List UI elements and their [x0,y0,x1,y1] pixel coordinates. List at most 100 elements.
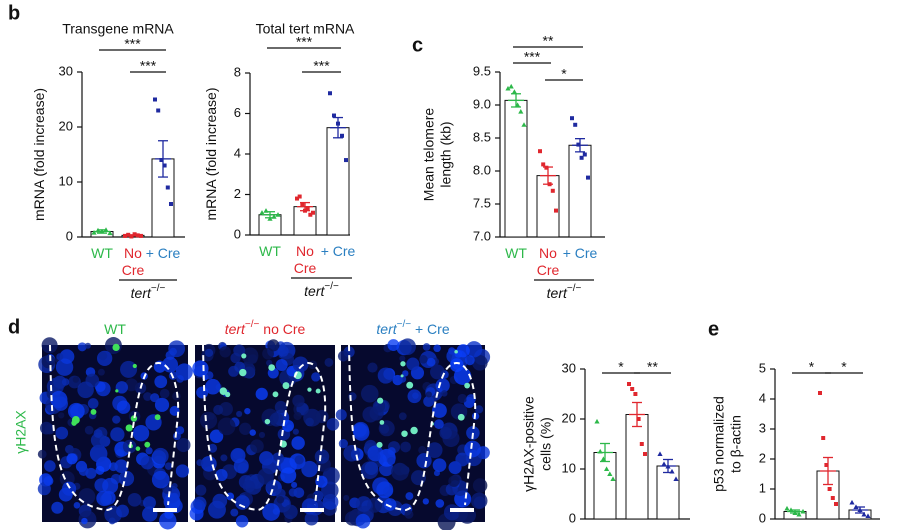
x-tick-label: WT [259,243,281,259]
nucleus [51,501,64,514]
nucleus [435,499,445,508]
nucleus [93,428,103,438]
data-point [834,502,838,506]
significance-label: ** [647,359,658,375]
nucleus [282,419,295,432]
panel-letter: e [708,318,719,340]
signal [400,361,406,367]
nucleus [233,344,246,357]
nucleus [466,394,476,404]
signal [457,413,465,421]
data-point [308,212,313,217]
nucleus [193,496,207,511]
y-tick-label: 8.0 [473,162,491,177]
data-point [544,165,549,170]
nucleus [425,391,432,398]
data-point [156,108,161,113]
y-tick-label: 1 [759,480,766,495]
nucleus [226,492,235,501]
nucleus [315,409,329,424]
nucleus [360,384,379,403]
nucleus [220,454,228,462]
y-axis-label: γH2AX-positivecells (%) [520,396,553,492]
nucleus [213,404,224,415]
x-tick-label: + Cre [321,243,356,259]
nucleus [84,342,91,349]
stain-label: γH2AX [13,410,29,454]
image-label-italic: tert [376,321,397,337]
data-point [627,382,631,386]
data-point [538,149,542,154]
data-point [159,158,164,162]
nucleus [367,362,378,373]
nucleus [430,364,445,380]
nucleus [204,348,214,358]
nucleus [355,513,371,529]
signal [71,416,80,424]
signal [379,420,385,425]
data-point [311,210,315,215]
data-point [639,442,644,446]
x-tick-label: + Cre [563,245,598,261]
nucleus [219,402,233,416]
nucleus [140,455,155,470]
signal [239,368,247,377]
nucleus [215,468,228,482]
y-tick-label: 2 [759,450,766,465]
nucleus [209,429,224,444]
signal [400,374,404,378]
signal [268,364,276,371]
group-label-italic: tert [304,283,325,299]
nucleus [464,355,475,366]
nucleus [432,458,447,473]
nucleus [275,359,288,372]
data-point [784,505,790,511]
nucleus [212,493,228,509]
nucleus [154,397,170,412]
nucleus [326,417,340,431]
image-label-sup: −/− [397,319,412,330]
nucleus [422,343,431,351]
signal [376,441,383,448]
group-label-italic: tert [131,285,152,301]
nucleus [439,426,452,440]
group-label-sup: −/− [324,281,339,292]
scale-bar [153,508,177,512]
y-tick-label: 20 [59,118,73,133]
group-label-italic: tert [547,285,568,301]
nucleus [418,446,427,455]
nucleus [53,396,68,411]
data-point [610,476,616,481]
nucleus [116,504,129,518]
signal [241,353,247,359]
y-tick-label: 4 [234,145,241,160]
data-point [636,417,641,421]
y-tick-label: 0 [234,226,241,241]
nucleus [230,508,239,517]
data-point [344,158,348,163]
epithelium-outline [202,344,327,512]
signal [307,387,312,392]
nucleus [377,367,394,384]
nucleus [132,425,150,442]
image-label: tert−/− + Cre [376,319,449,337]
signal [401,430,408,437]
data-point [153,97,157,102]
bar [504,99,528,238]
nucleus [262,347,274,360]
data-point [570,116,574,121]
data-point [630,387,635,391]
nucleus [288,488,298,497]
bar [656,465,680,520]
group-label: tert−/− [547,283,582,301]
nucleus [61,378,70,386]
nucleus [391,462,409,481]
data-point [521,122,527,127]
nucleus [276,495,285,504]
data-point [673,476,679,481]
nucleus [338,439,348,449]
data-point [824,463,829,467]
data-point [554,208,558,213]
y-tick-label: 30 [59,63,73,78]
significance-label: *** [124,36,141,52]
